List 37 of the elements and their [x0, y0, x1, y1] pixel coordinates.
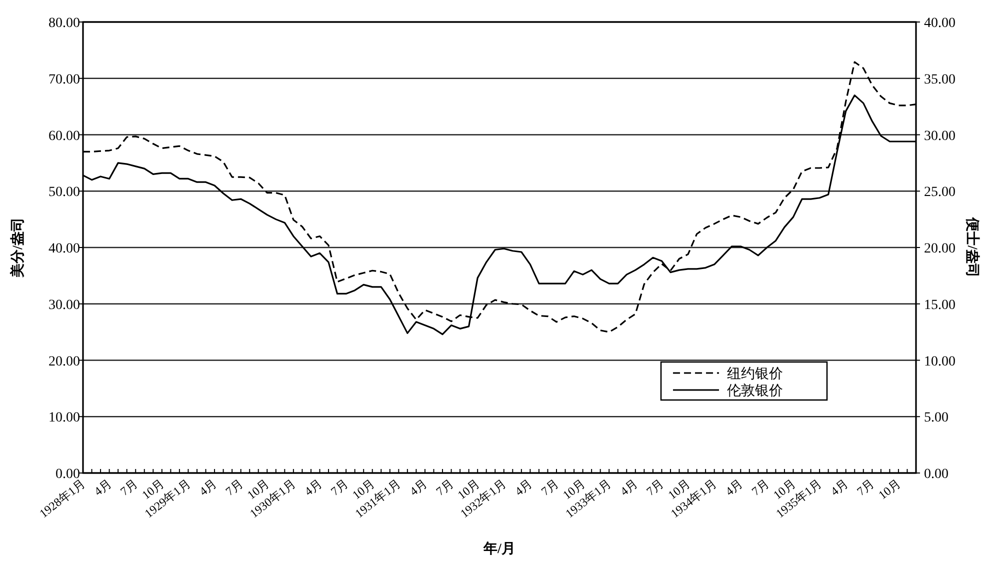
y2-axis-title: 便士/盎司 — [964, 216, 980, 278]
xtick: 4月 — [302, 476, 325, 498]
xtick: 4月 — [828, 476, 851, 498]
y2tick: 0.00 — [924, 467, 948, 482]
xtick: 7月 — [118, 476, 140, 498]
ytick: 70.00 — [48, 72, 80, 88]
xtick: 7月 — [854, 476, 877, 498]
ytick: 60.00 — [48, 128, 80, 144]
xtick: 7月 — [748, 476, 772, 498]
xtick: 7月 — [433, 476, 456, 498]
y2tick: 30.00 — [924, 128, 956, 144]
y2tick: 5.00 — [924, 410, 948, 426]
y2tick: 35.00 — [924, 72, 956, 88]
x-axis-title: 年/月 — [482, 541, 516, 557]
y2tick: 15.00 — [924, 298, 956, 313]
xtick: 7月 — [222, 476, 246, 498]
xtick: 4月 — [91, 476, 114, 498]
y-axis-title: 美分/盎司 — [9, 218, 26, 278]
y2tick: 20.00 — [924, 242, 956, 256]
ytick: 50.00 — [48, 185, 80, 200]
ytick: 80.00 — [48, 16, 80, 31]
ytick: 40.00 — [48, 242, 80, 256]
y2tick: 25.00 — [924, 185, 956, 200]
xtick: 4月 — [722, 476, 746, 498]
ytick: 30.00 — [48, 298, 80, 313]
xtick: 4月 — [617, 476, 640, 498]
xtick: 4月 — [512, 476, 536, 498]
y2tick: 40.00 — [924, 16, 956, 31]
xtick: 7月 — [328, 476, 351, 498]
xtick: 10月 — [876, 476, 904, 502]
xtick: 4月 — [407, 476, 430, 498]
ytick: 10.00 — [48, 410, 80, 426]
ytick: 20.00 — [48, 354, 80, 370]
xtick: 4月 — [196, 476, 220, 498]
xtick: 7月 — [538, 476, 562, 498]
y2tick: 10.00 — [924, 354, 956, 370]
xtick: 7月 — [644, 476, 667, 498]
